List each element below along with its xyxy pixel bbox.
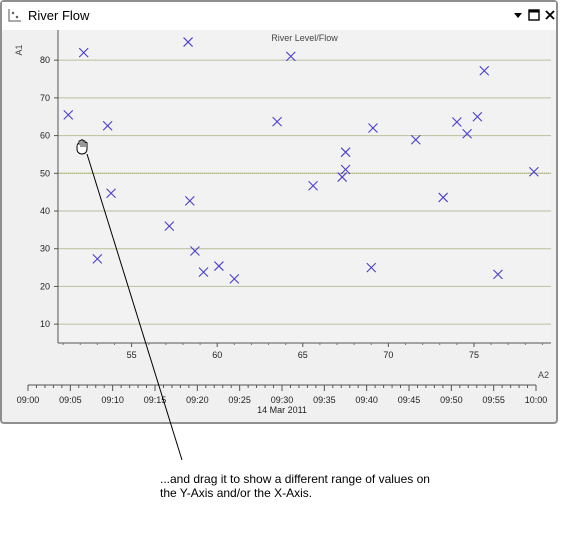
y-tick-label: 60 — [40, 131, 50, 141]
x-tick-label: 75 — [469, 350, 479, 360]
time-tick-label: 09:00 — [17, 395, 40, 405]
data-point[interactable] — [92, 254, 103, 264]
y-tick-label: 50 — [40, 168, 50, 178]
callout-text: ...and drag it to show a different range… — [160, 472, 480, 500]
time-tick-label: 09:10 — [101, 395, 124, 405]
data-point[interactable] — [214, 261, 224, 271]
callout-pointer-line — [86, 153, 183, 461]
y-tick-label: 70 — [40, 93, 50, 103]
data-point[interactable] — [462, 128, 473, 139]
y-tick-label: 40 — [40, 206, 50, 216]
chart-title: River Level/Flow — [271, 33, 338, 43]
callout-line-2: the Y-Axis and/or the X-Axis. — [160, 486, 313, 500]
data-point[interactable] — [340, 164, 351, 175]
close-icon[interactable] — [543, 8, 557, 22]
time-tick-label: 09:20 — [186, 395, 209, 405]
maximize-icon[interactable] — [527, 8, 541, 22]
x-tick-label: 65 — [298, 350, 308, 360]
x-tick-label: 60 — [212, 350, 222, 360]
data-point[interactable] — [472, 111, 483, 122]
time-tick-label: 10:00 — [525, 395, 548, 405]
data-point[interactable] — [308, 180, 318, 191]
data-point[interactable] — [337, 172, 348, 182]
time-tick-label: 09:40 — [355, 395, 378, 405]
x-tick-label: 55 — [127, 350, 137, 360]
data-point[interactable] — [190, 246, 200, 256]
data-point[interactable] — [479, 65, 490, 76]
time-tick-label: 09:35 — [313, 395, 336, 405]
data-point[interactable] — [184, 195, 195, 206]
x-axis-label: A2 — [538, 370, 549, 380]
y-tick-label: 10 — [40, 319, 50, 329]
x-tick-label: 70 — [383, 350, 393, 360]
time-tick-label: 09:25 — [228, 395, 251, 405]
data-point[interactable] — [106, 188, 116, 199]
grab-hand-icon — [76, 139, 88, 155]
data-point[interactable] — [63, 109, 74, 120]
time-tick-label: 09:50 — [440, 395, 463, 405]
time-tick-label: 09:30 — [271, 395, 294, 405]
y-tick-label: 30 — [40, 244, 50, 254]
scatter-chart-icon — [8, 9, 21, 22]
y-tick-label: 80 — [40, 55, 50, 65]
time-tick-label: 09:15 — [144, 395, 167, 405]
data-point[interactable] — [438, 192, 449, 203]
data-point[interactable] — [368, 123, 378, 133]
data-point[interactable] — [198, 267, 209, 277]
plot-background — [58, 30, 551, 343]
y-axis-label: A1 — [14, 44, 24, 55]
time-axis-date: 14 Mar 2011 — [257, 405, 307, 415]
time-tick-label: 09:45 — [398, 395, 421, 405]
y-tick-label: 20 — [40, 281, 50, 291]
data-point[interactable] — [528, 166, 539, 177]
data-point[interactable] — [285, 51, 296, 62]
data-point[interactable] — [78, 47, 89, 58]
window-title: River Flow — [28, 8, 90, 23]
chevron-down-icon[interactable] — [511, 8, 525, 22]
callout-line-1: ...and drag it to show a different range… — [160, 472, 430, 486]
data-point[interactable] — [410, 134, 421, 145]
time-tick-label: 09:55 — [482, 395, 505, 405]
data-point[interactable] — [272, 116, 282, 127]
time-tick-label: 09:05 — [59, 395, 82, 405]
data-point[interactable] — [493, 269, 503, 280]
data-point[interactable] — [229, 274, 240, 284]
title-bar[interactable]: River Flow — [2, 2, 556, 30]
data-point[interactable] — [451, 117, 462, 127]
data-point[interactable] — [102, 120, 113, 131]
data-point[interactable] — [340, 147, 351, 158]
data-point[interactable] — [366, 262, 377, 273]
data-point[interactable] — [183, 37, 193, 47]
data-point[interactable] — [164, 221, 175, 231]
